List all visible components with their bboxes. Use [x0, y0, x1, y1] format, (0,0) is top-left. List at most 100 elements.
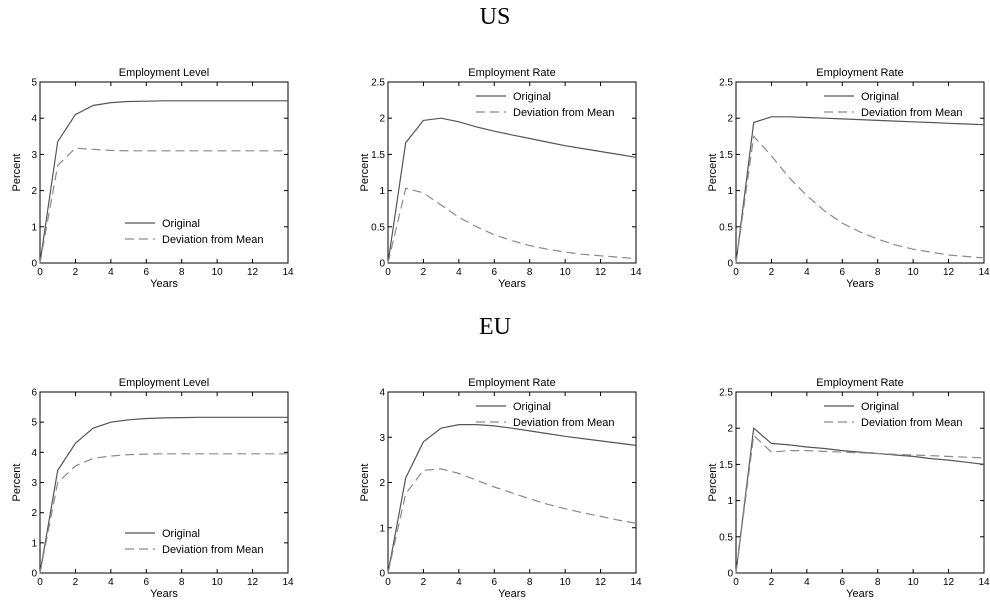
- series-line-original: [735, 116, 985, 264]
- series-line-deviation-from-mean: [39, 147, 288, 264]
- section-title-us: US: [479, 4, 511, 30]
- x-axis-label: Years: [498, 588, 526, 600]
- x-tick-label: 2: [421, 577, 427, 588]
- chart-title: Employment Level: [119, 377, 210, 389]
- y-axis-label: Percent: [11, 464, 23, 502]
- x-tick-label: 6: [840, 577, 846, 588]
- x-tick-label: 10: [560, 577, 572, 588]
- x-tick-label: 4: [108, 267, 114, 278]
- y-tick-label: 6: [31, 388, 37, 399]
- x-tick-label: 12: [943, 577, 955, 588]
- x-tick-label: 12: [247, 577, 259, 588]
- y-tick-label: 0: [727, 259, 733, 270]
- legend-label: Original: [861, 401, 899, 413]
- y-tick-label: 1.5: [371, 150, 385, 161]
- y-tick-label: 4: [31, 114, 37, 125]
- x-tick-label: 0: [385, 577, 391, 588]
- x-tick-label: 12: [943, 267, 955, 278]
- y-tick-label: 1: [31, 538, 37, 549]
- series-line-original: [387, 423, 637, 574]
- x-tick-label: 10: [212, 267, 224, 278]
- y-tick-label: 0: [31, 259, 37, 270]
- chart-title: Employment Rate: [816, 377, 903, 389]
- x-axis-label: Years: [846, 278, 874, 290]
- x-tick-label: 14: [282, 577, 294, 588]
- x-tick-label: 10: [212, 577, 224, 588]
- x-axis-label: Years: [498, 278, 526, 290]
- plot-frame: [735, 391, 985, 574]
- x-tick-label: 8: [875, 577, 881, 588]
- chart-title: Employment Rate: [816, 67, 903, 79]
- legend-label: Deviation from Mean: [513, 107, 615, 119]
- chart-title: Employment Level: [119, 67, 210, 79]
- x-tick-label: 8: [527, 267, 533, 278]
- legend-label: Deviation from Mean: [861, 417, 963, 429]
- y-axis-label: Percent: [359, 154, 371, 192]
- y-tick-label: 4: [379, 388, 385, 399]
- y-tick-label: 2: [31, 508, 37, 519]
- x-tick-label: 0: [385, 267, 391, 278]
- plot-frame: [387, 81, 637, 264]
- series-line-deviation-from-mean: [387, 468, 637, 574]
- y-tick-label: 2: [31, 186, 37, 197]
- y-tick-label: 0: [379, 569, 385, 580]
- x-tick-label: 0: [37, 267, 43, 278]
- y-tick-label: 2.5: [719, 388, 733, 399]
- plot-frame: [39, 81, 289, 264]
- legend-label: Original: [162, 218, 200, 230]
- y-tick-label: 1: [379, 523, 385, 534]
- y-axis-label: Percent: [11, 154, 23, 192]
- x-tick-label: 10: [908, 577, 920, 588]
- y-tick-label: 3: [31, 478, 37, 489]
- x-tick-label: 14: [978, 267, 990, 278]
- x-tick-label: 8: [179, 267, 185, 278]
- plot-frame: [735, 81, 985, 264]
- x-tick-label: 6: [492, 577, 498, 588]
- y-axis-label: Percent: [707, 154, 719, 192]
- x-tick-label: 4: [804, 267, 810, 278]
- y-axis-label: Percent: [359, 464, 371, 502]
- x-tick-label: 8: [179, 577, 185, 588]
- series-line-deviation-from-mean: [735, 434, 985, 574]
- y-tick-label: 0: [31, 569, 37, 580]
- x-tick-label: 14: [978, 577, 990, 588]
- y-tick-label: 0.5: [371, 222, 385, 233]
- x-tick-label: 14: [630, 267, 642, 278]
- x-tick-label: 6: [840, 267, 846, 278]
- series-line-original: [39, 100, 288, 264]
- chart-title: Employment Rate: [468, 377, 555, 389]
- x-axis-label: Years: [150, 588, 178, 600]
- y-tick-label: 5: [31, 78, 37, 89]
- x-tick-label: 8: [875, 267, 881, 278]
- series-line-deviation-from-mean: [735, 134, 985, 264]
- y-tick-label: 1: [31, 222, 37, 233]
- chart-us-employment-rate-2: Employment Rate 0 2 4 6 8 10 12 14 0 0.5 1 1.5 2 2.5 Ye…: [707, 67, 990, 290]
- series-line-original: [39, 416, 288, 574]
- y-tick-label: 2: [727, 424, 733, 435]
- x-tick-label: 0: [37, 577, 43, 588]
- x-tick-label: 14: [282, 267, 294, 278]
- y-tick-label: 4: [31, 448, 37, 459]
- legend-label: Deviation from Mean: [513, 417, 615, 429]
- x-axis-label: Years: [846, 588, 874, 600]
- chart-title: Employment Rate: [468, 67, 555, 79]
- y-tick-label: 1.5: [719, 150, 733, 161]
- x-tick-label: 0: [733, 267, 739, 278]
- y-tick-label: 1: [727, 496, 733, 507]
- x-tick-label: 4: [108, 577, 114, 588]
- x-tick-label: 6: [144, 577, 150, 588]
- legend-label: Original: [861, 91, 899, 103]
- legend-label: Deviation from Mean: [162, 234, 264, 246]
- legend-label: Original: [513, 91, 551, 103]
- x-tick-label: 2: [73, 577, 79, 588]
- y-tick-label: 3: [379, 433, 385, 444]
- x-tick-label: 0: [733, 577, 739, 588]
- y-tick-label: 5: [31, 418, 37, 429]
- y-tick-label: 1: [727, 186, 733, 197]
- x-tick-label: 6: [144, 267, 150, 278]
- y-tick-label: 2.5: [371, 78, 385, 89]
- y-tick-label: 0: [727, 569, 733, 580]
- x-tick-label: 10: [560, 267, 572, 278]
